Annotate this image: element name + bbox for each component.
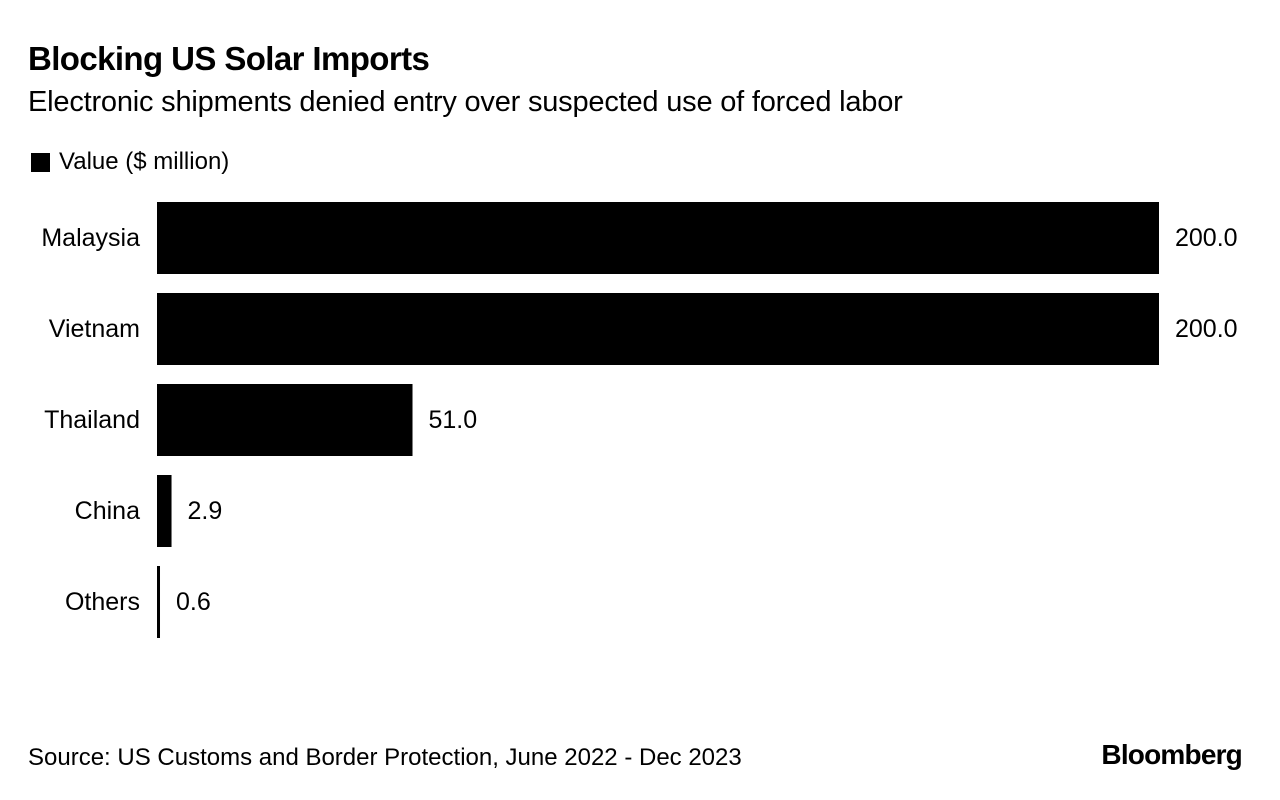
- value-label-vietnam: 200.0: [1175, 315, 1238, 343]
- category-label-vietnam: Vietnam: [49, 315, 140, 343]
- value-label-china: 2.9: [188, 497, 223, 525]
- category-label-thailand: Thailand: [44, 406, 140, 434]
- bar-vietnam: [157, 293, 1159, 365]
- chart-subtitle: Electronic shipments denied entry over s…: [28, 86, 903, 118]
- bar-others: [157, 566, 161, 638]
- category-label-china: China: [75, 497, 140, 525]
- category-label-others: Others: [65, 588, 140, 616]
- bar-thailand: [157, 384, 413, 456]
- bar-malaysia: [157, 202, 1159, 274]
- legend-label: Value ($ million): [59, 148, 230, 175]
- legend: Value ($ million): [31, 147, 229, 177]
- legend-swatch: [31, 152, 50, 172]
- bar-china: [157, 475, 172, 547]
- value-label-malaysia: 200.0: [1175, 224, 1238, 252]
- category-label-malaysia: Malaysia: [41, 224, 140, 252]
- source-note: Source: US Customs and Border Protection…: [28, 744, 742, 771]
- brand-logo: Bloomberg: [1101, 739, 1242, 770]
- chart-title: Blocking US Solar Imports: [28, 40, 430, 77]
- value-label-others: 0.6: [176, 588, 211, 616]
- value-label-thailand: 51.0: [429, 406, 478, 434]
